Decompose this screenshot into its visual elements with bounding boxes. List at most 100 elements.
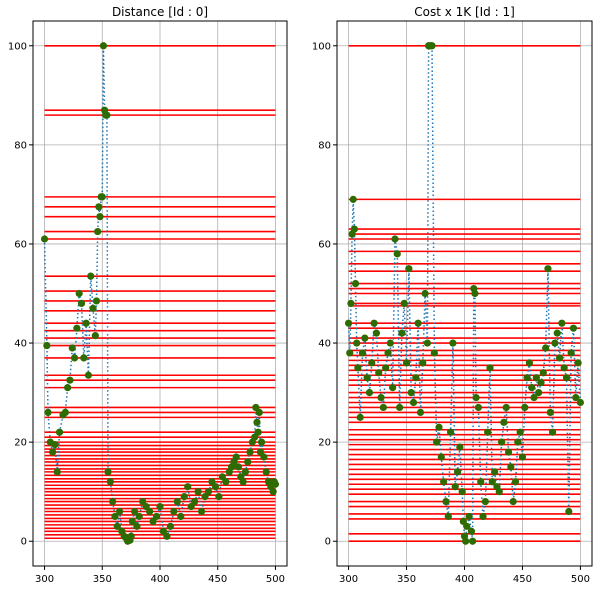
data-point bbox=[430, 349, 438, 357]
data-point bbox=[43, 341, 51, 350]
data-point bbox=[232, 453, 240, 461]
data-point bbox=[173, 497, 181, 506]
chart-panel-cost: 300 350 400 450 500 0 20 40 60 80 100 Cost x 1K [Id… bbox=[312, 5, 593, 585]
data-point bbox=[548, 428, 557, 436]
data-point bbox=[409, 398, 418, 407]
data-point bbox=[131, 507, 139, 516]
data-point bbox=[89, 304, 97, 312]
data-point bbox=[372, 329, 381, 337]
data-point bbox=[77, 299, 86, 308]
data-point bbox=[449, 339, 457, 347]
data-point bbox=[402, 359, 411, 367]
data-point bbox=[451, 483, 459, 491]
x-tick-label: 300 bbox=[339, 574, 358, 585]
data-point bbox=[572, 393, 580, 402]
data-point bbox=[269, 488, 277, 496]
data-point bbox=[194, 488, 202, 496]
data-point bbox=[428, 42, 436, 50]
data-point bbox=[350, 225, 358, 233]
data-point bbox=[115, 507, 124, 516]
data-point bbox=[507, 463, 515, 471]
data-point bbox=[358, 349, 367, 357]
data-point bbox=[395, 403, 404, 412]
data-point bbox=[146, 507, 154, 516]
data-point bbox=[349, 195, 357, 203]
y-tick-label: 80 bbox=[318, 140, 331, 151]
data-point bbox=[111, 512, 119, 521]
data-point bbox=[91, 332, 99, 340]
data-point bbox=[113, 522, 121, 530]
data-point bbox=[347, 299, 355, 308]
x-tick-label: 300 bbox=[35, 574, 54, 585]
data-point bbox=[368, 359, 376, 367]
data-point bbox=[99, 42, 108, 50]
data-point bbox=[528, 384, 536, 392]
y-tick-label: 80 bbox=[14, 140, 27, 151]
data-point bbox=[382, 364, 390, 372]
data-point bbox=[539, 369, 547, 377]
data-point bbox=[435, 423, 443, 431]
data-point bbox=[504, 448, 513, 456]
data-point bbox=[103, 111, 111, 119]
data-point bbox=[73, 324, 81, 332]
data-point bbox=[440, 478, 448, 486]
y-tick-label: 0 bbox=[21, 537, 27, 548]
marker-group bbox=[40, 42, 280, 545]
y-tick-label: 20 bbox=[318, 438, 331, 449]
data-point bbox=[569, 324, 578, 332]
x-tick-label: 350 bbox=[397, 574, 416, 585]
data-point bbox=[442, 497, 450, 506]
data-point bbox=[416, 408, 425, 417]
data-point bbox=[51, 441, 59, 449]
data-point bbox=[389, 384, 397, 392]
data-point bbox=[239, 478, 247, 486]
data-point bbox=[344, 319, 353, 327]
data-point bbox=[92, 297, 101, 305]
data-point bbox=[70, 354, 79, 362]
data-point bbox=[95, 203, 103, 211]
data-point bbox=[495, 488, 503, 496]
data-point bbox=[535, 388, 543, 397]
data-point bbox=[163, 532, 171, 540]
data-point bbox=[204, 488, 213, 496]
data-point bbox=[53, 468, 61, 476]
marker-group bbox=[344, 42, 585, 545]
data-point bbox=[525, 359, 534, 367]
data-point bbox=[567, 349, 575, 357]
y-tick-label: 0 bbox=[325, 537, 331, 548]
data-point bbox=[128, 517, 136, 526]
data-point bbox=[135, 512, 143, 521]
data-point bbox=[66, 376, 74, 384]
y-tick-label: 60 bbox=[318, 239, 331, 250]
data-point bbox=[365, 388, 374, 397]
data-point bbox=[351, 279, 360, 288]
data-point bbox=[246, 448, 254, 456]
chart-title: Cost x 1K [Id : 1] bbox=[414, 5, 515, 19]
data-point bbox=[479, 512, 487, 521]
data-point bbox=[474, 403, 483, 412]
data-point bbox=[191, 497, 199, 506]
data-point bbox=[419, 359, 427, 367]
data-point bbox=[518, 453, 527, 461]
data-point bbox=[375, 369, 383, 377]
data-point bbox=[262, 468, 270, 476]
data-point bbox=[222, 478, 230, 486]
data-point bbox=[453, 468, 462, 476]
y-tick-label: 40 bbox=[318, 339, 331, 350]
data-point bbox=[546, 408, 554, 417]
y-tick-label: 60 bbox=[14, 239, 27, 250]
data-point bbox=[106, 478, 114, 486]
data-point bbox=[576, 398, 585, 407]
data-point bbox=[393, 250, 401, 258]
data-point bbox=[544, 265, 552, 273]
x-tick-label: 450 bbox=[513, 574, 532, 585]
data-point bbox=[271, 480, 280, 488]
data-point bbox=[458, 488, 466, 496]
data-point bbox=[565, 507, 573, 516]
data-point bbox=[64, 384, 72, 392]
data-point bbox=[94, 227, 102, 236]
data-point bbox=[407, 388, 415, 397]
data-point bbox=[363, 374, 371, 382]
data-point bbox=[234, 463, 243, 471]
